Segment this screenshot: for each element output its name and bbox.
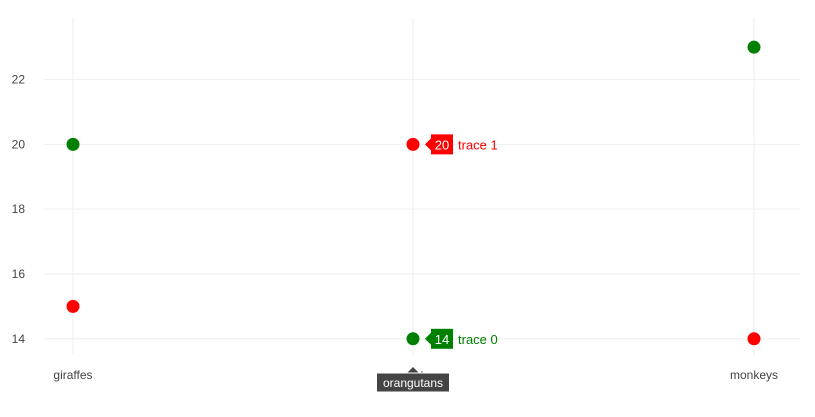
hover-series-name: trace 0 — [458, 332, 498, 347]
y-tick-label: 20 — [12, 137, 26, 151]
marker-layer — [66, 40, 761, 346]
hover-layer: orangutans 20 trace 1 14 trace 0 — [376, 134, 498, 393]
hover-pointer — [425, 332, 431, 345]
y-axis: 14 16 18 20 22 — [12, 73, 26, 346]
y-tick-label: 16 — [12, 267, 26, 281]
data-point[interactable] — [66, 299, 80, 313]
x-tick-label: giraffes — [53, 368, 92, 382]
hover-value-box — [431, 328, 453, 349]
hover-series-name: trace 1 — [458, 137, 498, 152]
data-point[interactable] — [406, 137, 420, 151]
y-tick-label: 14 — [12, 332, 26, 346]
hover-category-label: orangutans — [383, 376, 443, 390]
hover-category-box — [376, 372, 450, 393]
data-point[interactable] — [747, 40, 761, 54]
hover-value-label: 14 — [435, 332, 449, 347]
data-point[interactable] — [406, 332, 420, 346]
hover-pointer — [425, 138, 431, 151]
x-tick-label: monkeys — [730, 368, 778, 382]
hover-category-pointer — [407, 367, 419, 373]
grid-layer — [44, 18, 800, 355]
y-tick-label: 18 — [12, 202, 26, 216]
data-point[interactable] — [66, 137, 80, 151]
data-point[interactable] — [747, 332, 761, 346]
hover-value-box — [431, 134, 453, 155]
y-tick-label: 22 — [12, 73, 26, 87]
hover-value-label: 20 — [435, 137, 449, 152]
